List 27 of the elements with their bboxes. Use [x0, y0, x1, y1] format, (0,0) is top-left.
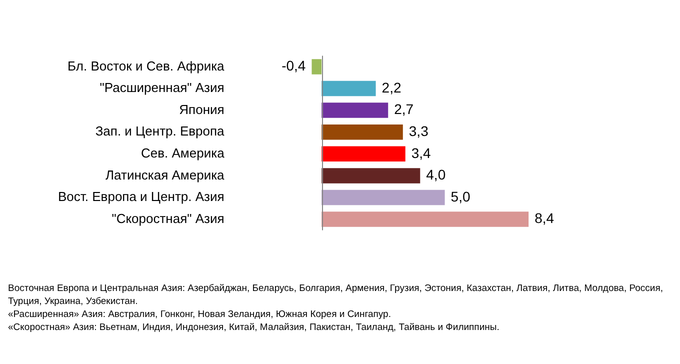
- y-tick-label: Япония: [179, 102, 224, 117]
- data-label: 2,2: [382, 79, 402, 96]
- y-tick-label: Зап. и Центр. Европа: [95, 124, 226, 139]
- y-tick-label: "Расширенная" Азия: [100, 80, 224, 96]
- y-tick-label: "Скоростная" Азия: [112, 210, 224, 226]
- data-label: 5,0: [450, 188, 470, 204]
- bar: [322, 168, 420, 184]
- data-label: 3,4: [411, 144, 432, 161]
- y-tick-label: Латинская Америка: [106, 167, 226, 182]
- data-label: 3,3: [408, 122, 429, 139]
- y-tick-label: Бл. Восток и Сев. Африка: [68, 58, 226, 74]
- bar: [322, 102, 388, 118]
- data-label: 8,4: [534, 210, 554, 226]
- bar: [312, 59, 322, 74]
- bar: [322, 190, 445, 206]
- text: Восточная Европа и Центральная Азия: Азербайджан, Беларусь, Болгария, Армения, Грузия, Эстония, Казахстан, Латвия, Литва, Молдова, Россия, Турция, Украина, Узбекистан.: [8, 282, 664, 308]
- bar: [322, 80, 376, 96]
- text: «Скоростная» Азия: Вьетнам, Индия, Индонезия, Китай, Малайзия, Пакистан, Таиланд, Тайвань и Филиппины.: [8, 321, 500, 334]
- data-label: 4,0: [426, 166, 446, 183]
- bar: [322, 146, 406, 162]
- y-tick-label: Сев. Америка: [141, 145, 226, 160]
- data-label: -0,4: [282, 58, 306, 74]
- data-label: 2,7: [394, 101, 414, 118]
- text: «Расширенная» Азия: Австралия, Гонконг, Новая Зеландия, Южная Корея и Сингапур.: [8, 308, 392, 321]
- y-tick-label: Вост. Европа и Центр. Азия: [58, 189, 224, 204]
- bar: [322, 124, 403, 140]
- bar: [322, 212, 529, 227]
